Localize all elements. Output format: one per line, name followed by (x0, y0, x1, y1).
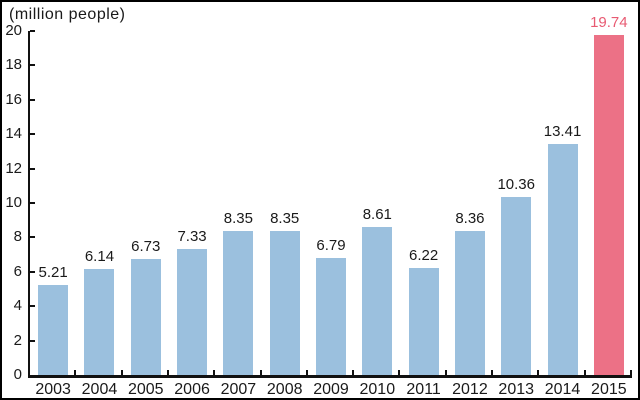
y-tick-mark (30, 167, 35, 170)
bar (38, 285, 69, 375)
x-category-label: 2009 (313, 381, 349, 398)
y-tick-mark (30, 305, 35, 308)
bar-value-label: 13.41 (543, 123, 582, 141)
x-tick-mark (120, 370, 123, 375)
x-tick-mark (630, 370, 632, 375)
plot-area: 0 2 4 6 8 10 12 14 16 18 20 5.21 6.14 6.73 7.33 8.35 8.… (5, 15, 632, 398)
y-tick-mark (30, 236, 35, 239)
x-category-label: 2014 (544, 381, 581, 398)
bar-value-label: 19.74 (590, 14, 628, 32)
y-tick-label: 10 (5, 194, 22, 211)
x-tick-mark (352, 370, 355, 375)
bar (454, 231, 485, 375)
x-category-label: 2012 (452, 381, 488, 398)
bar-value-label: 8.35 (270, 210, 300, 228)
x-category-label: 2005 (127, 381, 164, 398)
bar (547, 144, 578, 375)
bar (84, 269, 115, 375)
y-tick-label: 8 (13, 228, 22, 246)
bar-value-label: 6.22 (409, 247, 439, 265)
bar-value-label: 8.35 (223, 210, 253, 228)
y-tick-mark (30, 98, 35, 101)
x-category-label: 2010 (359, 381, 396, 398)
x-category-label: 2013 (498, 381, 535, 398)
bar-value-label: 8.36 (455, 210, 485, 228)
x-tick-mark (259, 370, 262, 375)
bar (316, 258, 346, 375)
x-tick-mark (305, 370, 308, 375)
bar-value-label: 8.61 (362, 205, 392, 223)
y-tick-label: 4 (13, 297, 22, 315)
y-tick-label: 14 (5, 125, 22, 143)
bar-value-label: 10.36 (497, 175, 535, 193)
x-tick-mark (583, 370, 586, 375)
x-category-label: 2015 (591, 381, 627, 398)
bar-value-label: 6.73 (131, 238, 161, 256)
x-tick-mark (166, 370, 169, 375)
y-tick-label: 0 (13, 366, 22, 383)
y-tick-label: 6 (13, 262, 22, 280)
y-axis-unit-label: (million people) (9, 6, 126, 23)
x-tick-mark (444, 370, 447, 375)
bar (501, 196, 532, 375)
x-tick-mark (491, 370, 494, 375)
y-tick-mark (30, 202, 35, 204)
x-category-label: 2004 (81, 381, 118, 398)
bar (408, 268, 439, 375)
bar (223, 231, 254, 375)
bar-value-label: 6.14 (84, 248, 115, 266)
x-category-label: 2003 (35, 381, 71, 398)
y-tick-label: 12 (5, 159, 22, 177)
y-tick-mark (30, 339, 35, 342)
bar-value-label: 7.33 (177, 227, 207, 245)
bar (177, 248, 208, 375)
bar (362, 226, 393, 375)
y-tick-mark (30, 270, 35, 273)
x-category-label: 2008 (266, 381, 303, 398)
y-tick-mark (30, 30, 35, 32)
y-tick-label: 18 (5, 56, 22, 74)
bar (130, 259, 161, 375)
x-category-label: 2007 (220, 381, 257, 398)
bar-highlighted (593, 35, 624, 375)
y-tick-label: 16 (5, 90, 22, 108)
x-tick-mark (74, 370, 77, 375)
y-tick-mark (30, 133, 35, 136)
x-tick-mark (213, 370, 216, 375)
bar (269, 231, 300, 375)
x-category-label: 2006 (174, 381, 210, 398)
y-tick-mark (30, 64, 35, 67)
x-category-label: 2011 (406, 381, 441, 398)
y-tick-label: 20 (5, 22, 22, 39)
x-tick-mark (398, 370, 401, 375)
bar-value-label: 5.21 (38, 264, 68, 282)
x-tick-mark (537, 370, 540, 375)
bar-value-label: 6.79 (316, 237, 346, 255)
y-tick-label: 2 (13, 331, 22, 349)
